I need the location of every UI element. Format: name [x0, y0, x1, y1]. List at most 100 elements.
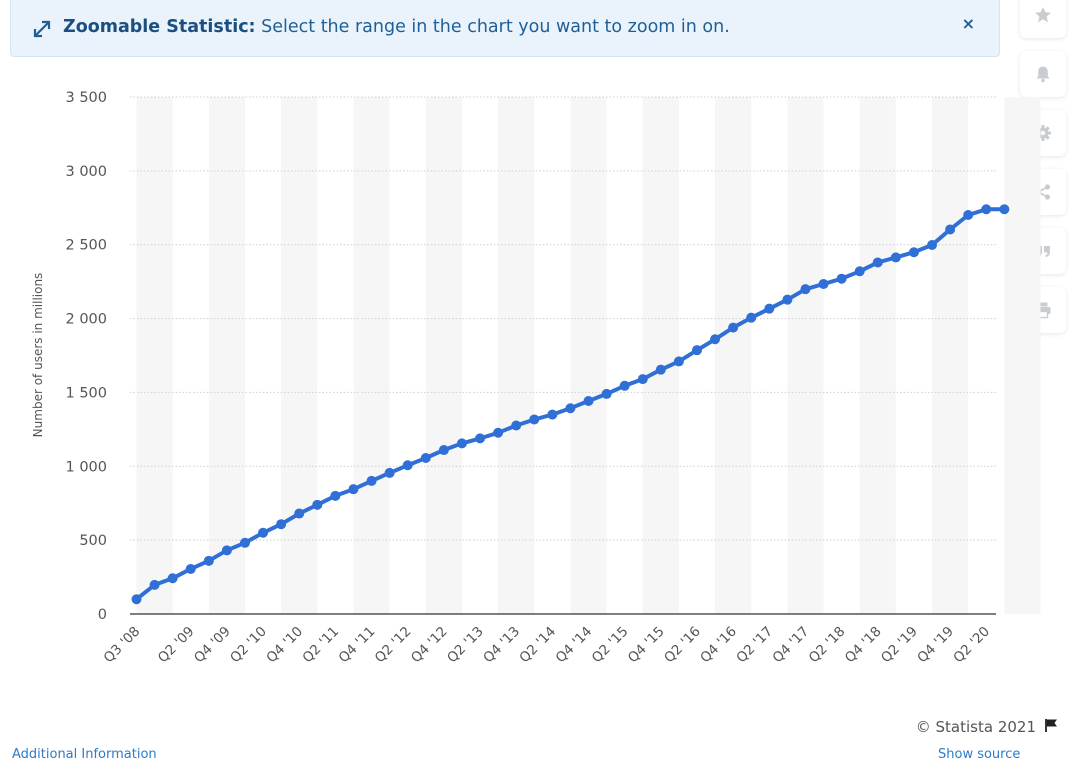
- data-point[interactable]: [908, 247, 919, 258]
- data-point[interactable]: [475, 433, 486, 444]
- data-point[interactable]: [529, 414, 540, 425]
- data-point[interactable]: [872, 257, 883, 268]
- y-axis-ticks: 0 500 1 000 1 500 2 000 2 500 3 000 3 500: [65, 90, 107, 623]
- y-tick-label: 500: [79, 533, 107, 549]
- zoom-banner: Zoomable Statistic: Select the range in …: [10, 0, 1000, 57]
- data-point[interactable]: [710, 334, 721, 345]
- source-credit: © Statista 2021: [916, 718, 1058, 736]
- data-point[interactable]: [655, 364, 666, 375]
- data-point[interactable]: [239, 537, 250, 548]
- x-tick-label: Q4 '16: [697, 624, 740, 667]
- x-tick-label: Q2 '16: [661, 624, 704, 667]
- background-band: [425, 97, 462, 614]
- data-point[interactable]: [945, 224, 956, 235]
- data-point[interactable]: [818, 279, 829, 290]
- x-tick-label: Q4 '12: [408, 624, 451, 667]
- background-band: [498, 97, 535, 614]
- background-band: [642, 97, 679, 614]
- data-point[interactable]: [836, 273, 847, 284]
- y-tick-label: 0: [98, 607, 107, 623]
- show-source-link[interactable]: Show source: [938, 747, 1021, 762]
- series-users: [131, 204, 1010, 605]
- favorite-button[interactable]: [1020, 0, 1066, 38]
- data-point[interactable]: [438, 445, 449, 456]
- banner-message: Zoomable Statistic: Select the range in …: [63, 17, 730, 37]
- data-point[interactable]: [981, 204, 992, 215]
- x-tick-label: Q4 '11: [336, 624, 379, 667]
- data-point[interactable]: [203, 555, 214, 566]
- x-tick-label: Q2 '09: [155, 624, 198, 667]
- credit-text: © Statista 2021: [915, 718, 1036, 736]
- data-point[interactable]: [493, 427, 504, 438]
- data-point[interactable]: [999, 204, 1010, 215]
- x-tick-label: Q2 '19: [878, 624, 921, 667]
- background-band: [787, 97, 824, 614]
- data-point[interactable]: [131, 594, 142, 605]
- background-band: [932, 97, 969, 614]
- data-point[interactable]: [258, 527, 269, 538]
- data-point[interactable]: [583, 395, 594, 406]
- data-point[interactable]: [511, 420, 522, 431]
- x-tick-label: Q2 '14: [516, 624, 559, 667]
- data-point[interactable]: [330, 490, 341, 501]
- banner-text: Select the range in the chart you want t…: [261, 17, 730, 37]
- data-point[interactable]: [565, 403, 576, 414]
- x-tick-label: Q4 '17: [770, 624, 813, 667]
- y-tick-label: 1 500: [65, 385, 107, 401]
- data-point[interactable]: [294, 508, 305, 519]
- data-point[interactable]: [782, 294, 793, 305]
- expand-arrows-icon: [33, 20, 51, 38]
- data-point[interactable]: [637, 374, 648, 385]
- background-band: [859, 97, 896, 614]
- alert-button[interactable]: [1020, 51, 1066, 97]
- x-tick-label: Q2 '17: [733, 624, 776, 667]
- background-band: [1004, 97, 1041, 614]
- data-point[interactable]: [348, 484, 359, 495]
- star-icon: [1035, 7, 1051, 23]
- data-point[interactable]: [854, 266, 865, 277]
- x-tick-label: Q2 '10: [227, 624, 270, 667]
- data-point[interactable]: [402, 460, 413, 471]
- data-point[interactable]: [890, 252, 901, 263]
- y-tick-label: 3 000: [65, 164, 107, 180]
- x-tick-label: Q4 '13: [480, 624, 523, 667]
- data-point[interactable]: [149, 579, 160, 590]
- y-axis-label: Number of users in millions: [31, 273, 45, 438]
- data-point[interactable]: [673, 356, 684, 367]
- data-point[interactable]: [927, 240, 938, 251]
- additional-info-link[interactable]: Additional Information: [12, 747, 157, 762]
- flag-icon[interactable]: [1044, 718, 1058, 736]
- data-point[interactable]: [312, 499, 323, 510]
- data-point[interactable]: [619, 380, 630, 391]
- data-point[interactable]: [456, 438, 467, 449]
- data-point[interactable]: [276, 519, 287, 530]
- data-point[interactable]: [746, 312, 757, 323]
- data-point[interactable]: [547, 409, 558, 420]
- data-point[interactable]: [221, 545, 232, 556]
- x-tick-label: Q2 '11: [299, 624, 342, 667]
- data-point[interactable]: [366, 475, 377, 486]
- background-band: [570, 97, 607, 614]
- close-button[interactable]: ×: [961, 14, 975, 33]
- x-tick-label: Q4 '14: [553, 624, 596, 667]
- data-point[interactable]: [728, 322, 739, 333]
- data-point[interactable]: [800, 284, 811, 295]
- y-tick-label: 2 000: [65, 312, 107, 328]
- data-point[interactable]: [963, 210, 974, 221]
- x-tick-label: Q2 '18: [806, 624, 849, 667]
- data-point[interactable]: [691, 345, 702, 356]
- data-point[interactable]: [185, 563, 196, 574]
- x-tick-label: Q4 '15: [625, 624, 668, 667]
- y-gridlines: [130, 96, 996, 541]
- data-point[interactable]: [420, 453, 431, 464]
- data-point[interactable]: [384, 467, 395, 478]
- background-band: [136, 97, 173, 614]
- y-tick-label: 2 500: [65, 238, 107, 254]
- x-tick-label: Q2 '15: [589, 624, 632, 667]
- data-point[interactable]: [167, 573, 178, 584]
- data-point[interactable]: [764, 303, 775, 314]
- background-band: [281, 97, 318, 614]
- data-point[interactable]: [601, 388, 612, 399]
